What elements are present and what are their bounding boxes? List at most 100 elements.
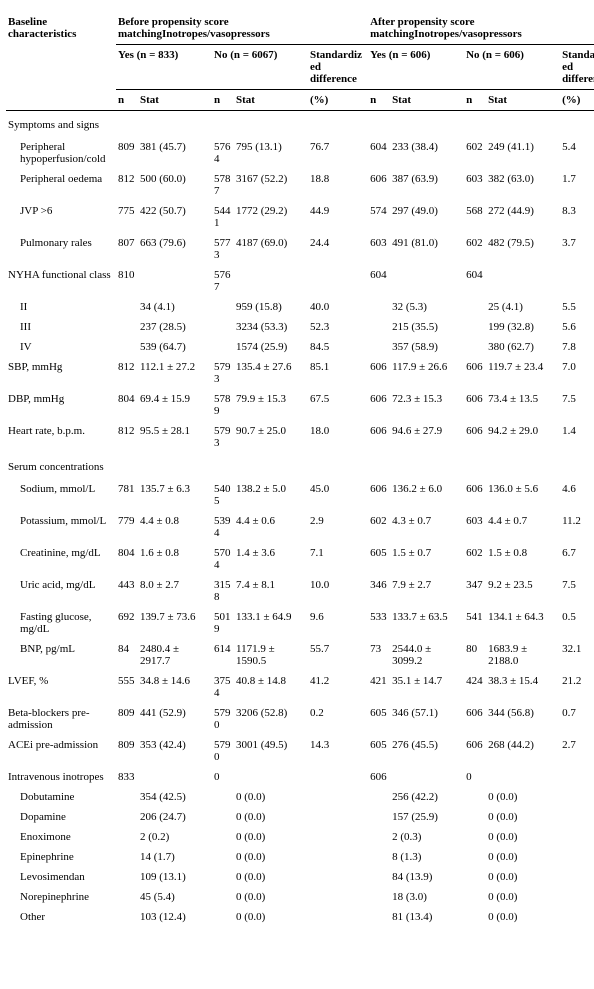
- cell: [368, 867, 390, 887]
- cell: 0.7: [560, 703, 594, 735]
- cell: 38.3 ± 15.4: [486, 671, 560, 703]
- cell: [308, 807, 368, 827]
- col-n: n: [464, 90, 486, 111]
- cell: IV: [6, 337, 116, 357]
- cell: 533: [368, 607, 390, 639]
- cell: [486, 265, 560, 297]
- cell: 67.5: [308, 389, 368, 421]
- col-sd-after: Standardized difference: [560, 45, 594, 90]
- cell: Sodium, mmol/L: [6, 479, 116, 511]
- cell: 605: [368, 735, 390, 767]
- cell: Pulmonary rales: [6, 233, 116, 265]
- cell: 5.4: [560, 137, 594, 169]
- cell: [212, 847, 234, 867]
- table-row: NYHA functional class8105767604604: [6, 265, 594, 297]
- cell: 139.7 ± 73.6: [138, 607, 212, 639]
- cell: 1171.9 ± 1590.5: [234, 639, 308, 671]
- cell: 804: [116, 389, 138, 421]
- cell: 1683.9 ± 2188.0: [486, 639, 560, 671]
- cell: 353 (42.4): [138, 735, 212, 767]
- cell: 603: [368, 233, 390, 265]
- cell: 3234 (53.3): [234, 317, 308, 337]
- cell: 34.8 ± 14.6: [138, 671, 212, 703]
- cell: 357 (58.9): [390, 337, 464, 357]
- cell: Creatinine, mg/dL: [6, 543, 116, 575]
- cell: 422 (50.7): [138, 201, 212, 233]
- cell: 4.6: [560, 479, 594, 511]
- cell: 276 (45.5): [390, 735, 464, 767]
- cell: 833: [116, 767, 138, 787]
- cell: 381 (45.7): [138, 137, 212, 169]
- cell: 1.4 ± 3.6: [234, 543, 308, 575]
- cell: [560, 787, 594, 807]
- cell: 80: [464, 639, 486, 671]
- cell: 40.8 ± 14.8: [234, 671, 308, 703]
- cell: 0 (0.0): [486, 787, 560, 807]
- cell: 44.9: [308, 201, 368, 233]
- cell: 199 (32.8): [486, 317, 560, 337]
- cell: Dobutamine: [6, 787, 116, 807]
- cell: 5019: [212, 607, 234, 639]
- cell: 84 (13.9): [390, 867, 464, 887]
- cell: 21.2: [560, 671, 594, 703]
- cell: 34 (4.1): [138, 297, 212, 317]
- cell: 8 (1.3): [390, 847, 464, 867]
- cell: 606: [464, 389, 486, 421]
- cell: 112.1 ± 27.2: [138, 357, 212, 389]
- cell: 4.4 ± 0.8: [138, 511, 212, 543]
- cell: 0 (0.0): [486, 827, 560, 847]
- cell: [212, 297, 234, 317]
- cell: [116, 847, 138, 867]
- cell: 11.2: [560, 511, 594, 543]
- cell: 574: [368, 201, 390, 233]
- cell: 136.2 ± 6.0: [390, 479, 464, 511]
- cell: [138, 265, 212, 297]
- table-row: Fasting glucose, mg/dL692139.7 ± 73.6501…: [6, 607, 594, 639]
- cell: 7.0: [560, 357, 594, 389]
- cell: [116, 887, 138, 907]
- cell: [138, 767, 212, 787]
- cell: [486, 767, 560, 787]
- cell: 3167 (52.2): [234, 169, 308, 201]
- cell: [368, 827, 390, 847]
- cell: 0 (0.0): [234, 847, 308, 867]
- cell: 3754: [212, 671, 234, 703]
- cell: 482 (79.5): [486, 233, 560, 265]
- cell: Peripheral hypoperfusion/cold: [6, 137, 116, 169]
- cell: 7.5: [560, 389, 594, 421]
- col-before: Before propensity score matchingInotrope…: [116, 12, 368, 45]
- cell: 2544.0 ± 3099.2: [390, 639, 464, 671]
- cell: 52.3: [308, 317, 368, 337]
- cell: 69.4 ± 15.9: [138, 389, 212, 421]
- cell: 2.7: [560, 735, 594, 767]
- cell: 663 (79.6): [138, 233, 212, 265]
- cell: 441 (52.9): [138, 703, 212, 735]
- cell: 35.1 ± 14.7: [390, 671, 464, 703]
- cell: 775: [116, 201, 138, 233]
- cell: 346: [368, 575, 390, 607]
- table-row: Pulmonary rales807663 (79.6)57734187 (69…: [6, 233, 594, 265]
- cell: 1772 (29.2): [234, 201, 308, 233]
- cell: [464, 297, 486, 317]
- cell: 605: [368, 543, 390, 575]
- cell: [368, 297, 390, 317]
- cell: 215 (35.5): [390, 317, 464, 337]
- cell: Potassium, mmol/L: [6, 511, 116, 543]
- cell: 5704: [212, 543, 234, 575]
- cell: 491 (81.0): [390, 233, 464, 265]
- cell: 297 (49.0): [390, 201, 464, 233]
- table-row: Dopamine206 (24.7)0 (0.0)157 (25.9)0 (0.…: [6, 807, 594, 827]
- cell: 810: [116, 265, 138, 297]
- cell: 2.9: [308, 511, 368, 543]
- cell: [560, 847, 594, 867]
- cell: 4.4 ± 0.6: [234, 511, 308, 543]
- cell: Epinephrine: [6, 847, 116, 867]
- cell: 606: [464, 479, 486, 511]
- cell: 134.1 ± 64.3: [486, 607, 560, 639]
- cell: 606: [368, 421, 390, 453]
- cell: 606: [464, 735, 486, 767]
- cell: 81 (13.4): [390, 907, 464, 927]
- cell: 354 (42.5): [138, 787, 212, 807]
- cell: [116, 337, 138, 357]
- cell: [368, 807, 390, 827]
